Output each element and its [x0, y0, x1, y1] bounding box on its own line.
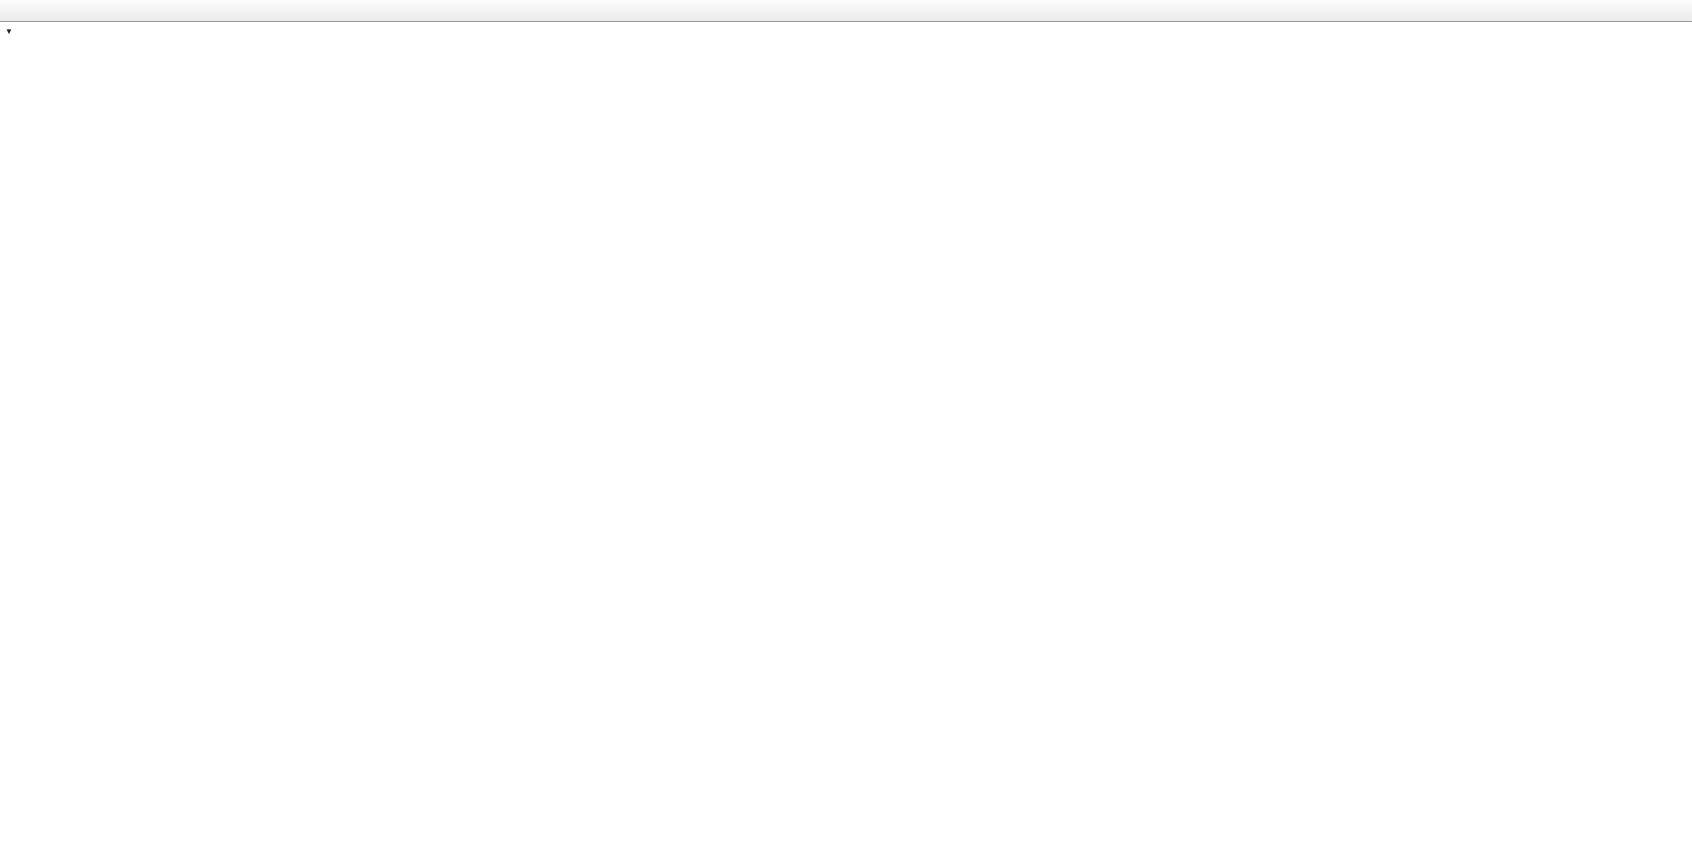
chart-region: ▼	[0, 22, 1692, 845]
one-click-trading-expander[interactable]: ▼	[5, 27, 13, 36]
chart-title: ▼	[5, 27, 44, 36]
toolbar	[0, 0, 1692, 22]
chart-canvas[interactable]	[0, 22, 1692, 845]
